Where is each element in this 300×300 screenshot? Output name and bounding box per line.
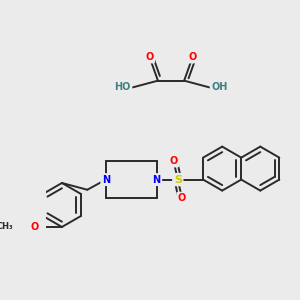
Text: OH: OH bbox=[211, 82, 228, 92]
Text: O: O bbox=[145, 52, 154, 62]
Text: O: O bbox=[31, 222, 39, 232]
Text: S: S bbox=[174, 175, 182, 184]
Text: CH₃: CH₃ bbox=[0, 223, 13, 232]
Text: N: N bbox=[153, 175, 161, 184]
Text: O: O bbox=[169, 156, 178, 166]
Text: HO: HO bbox=[115, 82, 131, 92]
Text: N: N bbox=[102, 175, 110, 184]
Text: O: O bbox=[178, 193, 186, 203]
Text: O: O bbox=[188, 52, 197, 62]
